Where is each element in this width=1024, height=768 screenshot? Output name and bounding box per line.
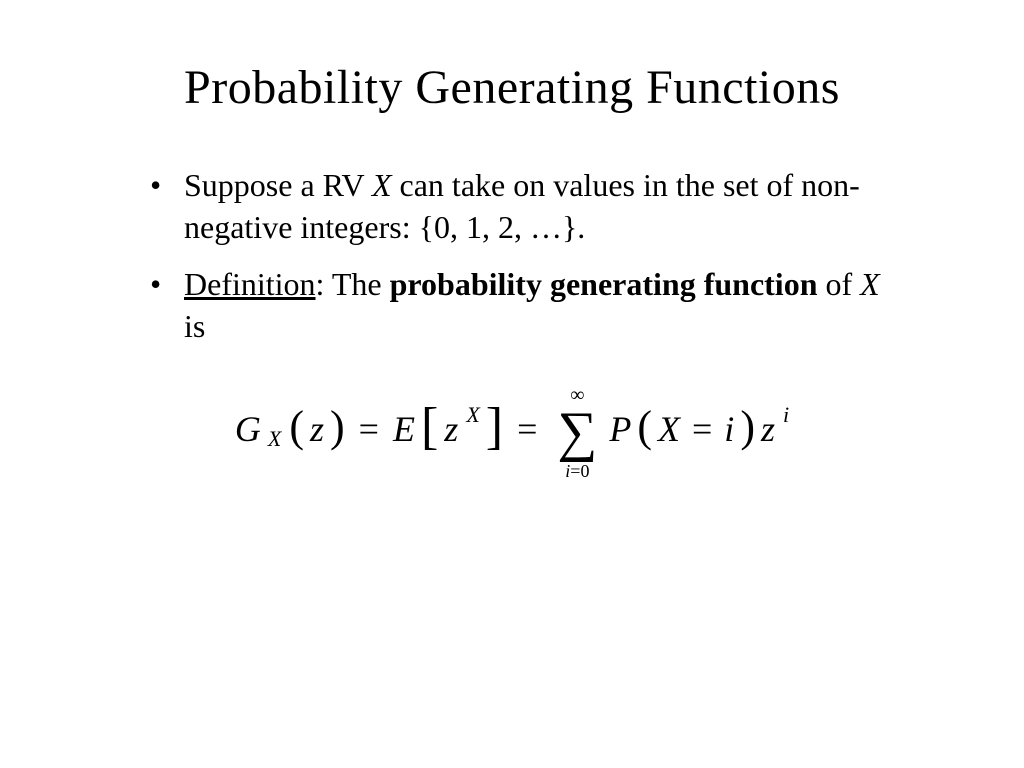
formula-z-sup-X: X xyxy=(466,402,479,428)
bullet-2-var: X xyxy=(860,266,880,302)
formula-eq-inner: = xyxy=(692,408,712,450)
bullet-2-of: of xyxy=(817,266,860,302)
formula-E: E xyxy=(393,408,415,450)
formula-G: G xyxy=(235,408,261,450)
sum-block: ∞ ∑ i=0 xyxy=(557,385,597,479)
slide-title: Probability Generating Functions xyxy=(80,60,944,115)
formula-eq-1: = xyxy=(359,408,379,450)
slide: Probability Generating Functions Suppose… xyxy=(0,0,1024,768)
formula-eq-2: = xyxy=(517,408,537,450)
lbracket: [ xyxy=(421,397,438,456)
formula-P: P xyxy=(609,408,631,450)
rbracket: ] xyxy=(486,397,503,456)
formula-z-2: z xyxy=(444,408,458,450)
bullet-2-def-label: Definition xyxy=(184,266,316,302)
sum-lower-eq: = xyxy=(570,461,580,481)
formula: GX (z) = E [zX] = ∞ ∑ i=0 P ( X = i ) zi xyxy=(235,381,789,475)
lparen-1: ( xyxy=(289,401,304,452)
rparen-2: ) xyxy=(740,401,755,452)
formula-z-3: z xyxy=(761,408,775,450)
bullet-2-sep: : The xyxy=(316,266,390,302)
formula-z-sup-i: i xyxy=(783,402,789,428)
sum-lower: i=0 xyxy=(565,462,589,480)
formula-i-1: i xyxy=(724,408,734,450)
formula-Xvar: X xyxy=(658,408,680,450)
bullet-2-bold-term: probability generating function xyxy=(390,266,818,302)
rparen-1: ) xyxy=(330,401,345,452)
formula-z-1: z xyxy=(310,408,324,450)
sum-sigma: ∑ xyxy=(557,407,597,457)
bullet-item-1: Suppose a RV X can take on values in the… xyxy=(150,165,904,248)
formula-G-sub-X: X xyxy=(268,426,281,452)
bullet-list: Suppose a RV X can take on values in the… xyxy=(80,165,944,347)
lparen-2: ( xyxy=(637,401,652,452)
formula-container: GX (z) = E [zX] = ∞ ∑ i=0 P ( X = i ) zi xyxy=(80,381,944,475)
bullet-1-var: X xyxy=(372,167,392,203)
bullet-1-pre: Suppose a RV xyxy=(184,167,372,203)
sum-lower-zero: 0 xyxy=(580,461,589,481)
bullet-2-tail: is xyxy=(184,308,205,344)
bullet-item-2: Definition: The probability generating f… xyxy=(150,264,904,347)
